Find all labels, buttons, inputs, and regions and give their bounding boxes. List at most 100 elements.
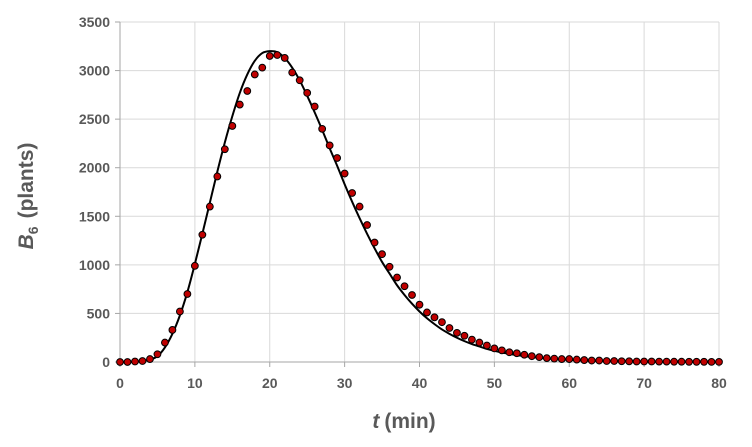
data-point xyxy=(243,87,252,95)
data-point xyxy=(325,141,334,150)
data-points xyxy=(116,51,723,366)
x-tick-label: 20 xyxy=(262,375,278,391)
data-point xyxy=(662,357,671,366)
data-point xyxy=(497,346,506,355)
data-point xyxy=(250,70,259,79)
data-point xyxy=(707,358,716,366)
data-point xyxy=(632,357,641,366)
data-point xyxy=(490,344,499,353)
data-point xyxy=(512,349,521,358)
data-point xyxy=(198,230,207,239)
axes xyxy=(115,21,720,367)
data-point xyxy=(565,355,574,363)
data-point xyxy=(333,154,342,162)
x-tick-label: 0 xyxy=(116,375,124,391)
data-point xyxy=(445,324,454,332)
x-axis-unit: (min) xyxy=(384,410,435,433)
data-point xyxy=(205,202,214,211)
data-point xyxy=(138,357,147,365)
data-point xyxy=(557,355,566,363)
data-point xyxy=(453,328,461,337)
data-point xyxy=(587,356,596,365)
x-tick-label: 30 xyxy=(337,375,353,391)
data-point xyxy=(280,54,289,62)
y-tick-label: 500 xyxy=(87,305,111,321)
data-point xyxy=(438,318,446,327)
data-point xyxy=(572,355,581,364)
data-point xyxy=(228,122,237,130)
data-point xyxy=(235,100,244,109)
y-axis-variable: B xyxy=(15,234,38,249)
data-point xyxy=(423,308,431,317)
data-point xyxy=(430,313,439,322)
y-tick-label: 2000 xyxy=(79,160,110,176)
data-point xyxy=(602,357,611,365)
x-axis-variable: t xyxy=(372,410,380,433)
data-point xyxy=(310,102,319,111)
data-point xyxy=(363,221,371,229)
data-point xyxy=(715,358,723,366)
data-point xyxy=(393,273,401,282)
y-tick-label: 1500 xyxy=(79,208,110,224)
data-point xyxy=(617,357,626,366)
data-point xyxy=(348,189,357,197)
data-point xyxy=(595,356,604,365)
data-point xyxy=(295,76,304,85)
x-tick-label: 80 xyxy=(711,375,727,391)
data-point xyxy=(168,326,177,334)
data-point xyxy=(677,357,686,366)
data-point xyxy=(183,290,192,298)
data-point xyxy=(647,357,656,366)
y-tick-label: 0 xyxy=(102,354,110,370)
grid-lines xyxy=(120,21,720,362)
data-point xyxy=(213,172,222,181)
data-point xyxy=(378,250,386,259)
data-point xyxy=(505,348,514,357)
data-point xyxy=(123,358,132,366)
data-point xyxy=(527,352,536,361)
data-point xyxy=(146,355,154,363)
data-point xyxy=(625,357,634,366)
y-tick-label: 2500 xyxy=(79,111,110,127)
data-point xyxy=(542,354,551,363)
y-tick-label: 1000 xyxy=(79,257,110,273)
data-point xyxy=(355,202,364,211)
data-point xyxy=(482,341,491,350)
data-point xyxy=(258,63,267,72)
data-point xyxy=(265,52,274,60)
y-axis-unit: (plants) xyxy=(15,143,38,219)
x-tick-label: 50 xyxy=(487,375,503,391)
data-point xyxy=(370,238,379,247)
data-point xyxy=(288,68,297,77)
data-point xyxy=(655,357,663,366)
data-point xyxy=(535,353,544,362)
data-point xyxy=(468,335,476,344)
data-point xyxy=(408,291,416,299)
data-point xyxy=(190,261,199,270)
data-point xyxy=(220,145,229,154)
y-axis-subscript: 6 xyxy=(25,226,41,234)
x-tick-label: 40 xyxy=(412,375,428,391)
data-point xyxy=(640,357,649,366)
data-point xyxy=(318,124,327,133)
data-point xyxy=(700,357,708,366)
y-axis-title: B6 (plants) xyxy=(15,143,41,250)
data-point xyxy=(131,357,139,366)
data-point xyxy=(415,300,424,309)
data-point xyxy=(610,357,619,365)
data-point xyxy=(475,338,484,347)
data-point xyxy=(340,169,349,178)
data-point xyxy=(692,357,701,366)
data-point xyxy=(176,307,184,316)
data-point xyxy=(400,282,409,291)
x-tick-label: 60 xyxy=(561,375,577,391)
y-tick-label: 3500 xyxy=(79,14,110,30)
data-point xyxy=(685,357,693,366)
data-point xyxy=(303,89,312,97)
data-point xyxy=(520,350,529,359)
data-point xyxy=(273,51,282,59)
data-point xyxy=(580,356,589,364)
data-point xyxy=(670,357,678,366)
data-point xyxy=(161,338,169,347)
